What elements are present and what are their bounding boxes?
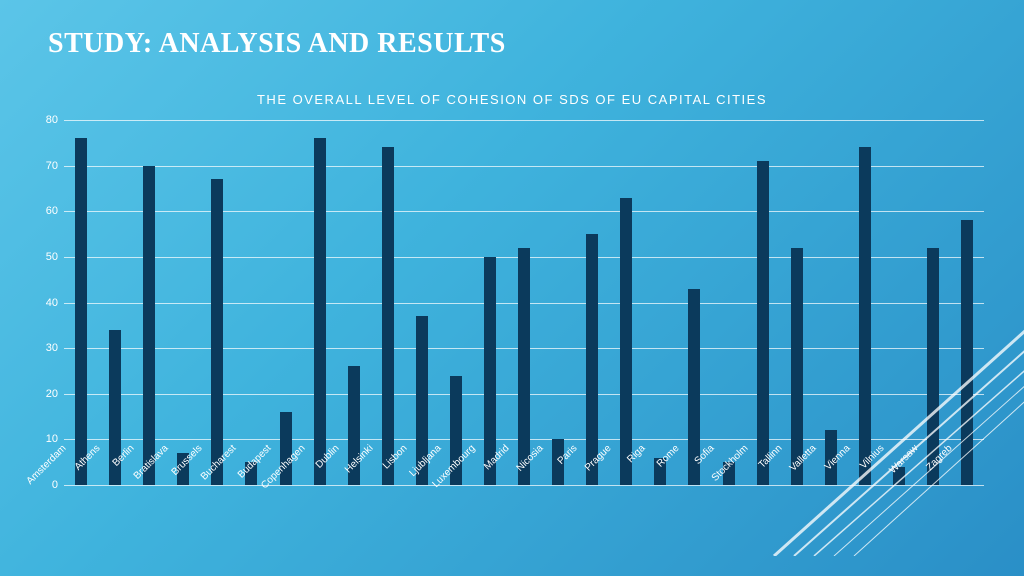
bar [791, 248, 803, 485]
y-axis-label: 50 [46, 251, 58, 263]
bar-slot: Riga [643, 120, 677, 485]
bar-slot: Dublin [337, 120, 371, 485]
bar [859, 147, 871, 485]
y-axis-label: 60 [46, 205, 58, 217]
bar [620, 198, 632, 485]
y-axis-label: 0 [52, 479, 58, 491]
bar [75, 138, 87, 485]
y-axis-label: 30 [46, 342, 58, 354]
y-axis-label: 70 [46, 160, 58, 172]
bar-slot: Prague [609, 120, 643, 485]
bar-slot: Amsterdam [64, 120, 98, 485]
bar-slot: Copenhagen [303, 120, 337, 485]
y-axis-label: 10 [46, 433, 58, 445]
bar-slot: Zagreb [950, 120, 984, 485]
y-axis-label: 20 [46, 388, 58, 400]
y-axis-label: 40 [46, 297, 58, 309]
bar-slot: Vilnius [882, 120, 916, 485]
bar-slot: Bucharest [234, 120, 268, 485]
bar-slot: Valletta [814, 120, 848, 485]
x-axis-label: Amsterdam [4, 443, 68, 507]
bar-slot: Nicosia [541, 120, 575, 485]
bar-slot: Rome [677, 120, 711, 485]
bar [586, 234, 598, 485]
bar-slot: Warsaw [916, 120, 950, 485]
bar [757, 161, 769, 485]
bar-slot: Lisbon [405, 120, 439, 485]
bar-slot: Tallinn [780, 120, 814, 485]
bar-slot: Luxembourg [473, 120, 507, 485]
bar [927, 248, 939, 485]
bar-slot: Paris [575, 120, 609, 485]
y-axis-label: 80 [46, 114, 58, 126]
bar-slot: Stockholm [746, 120, 780, 485]
bar [211, 179, 223, 485]
bar [382, 147, 394, 485]
bar [143, 166, 155, 485]
bar-slot: Budapest [268, 120, 302, 485]
bar [518, 248, 530, 485]
bar-slot: Ljubljana [439, 120, 473, 485]
slide-title: STUDY: ANALYSIS AND RESULTS [48, 28, 506, 60]
bar [961, 220, 973, 485]
bar-slot: Vienna [848, 120, 882, 485]
chart-area: AmsterdamAthensBerlinBratislavaBrusselsB… [64, 120, 984, 485]
bar-slot: Sofia [711, 120, 745, 485]
bar-slot: Madrid [507, 120, 541, 485]
bar-slot: Bratislava [166, 120, 200, 485]
bar-slot: Helsinki [371, 120, 405, 485]
bar-container: AmsterdamAthensBerlinBratislavaBrusselsB… [64, 120, 984, 485]
bar [314, 138, 326, 485]
bar-slot: Berlin [132, 120, 166, 485]
bar-slot: Brussels [200, 120, 234, 485]
chart-title: THE OVERALL LEVEL OF COHESION OF SDS OF … [257, 92, 767, 107]
bar-slot: Athens [98, 120, 132, 485]
